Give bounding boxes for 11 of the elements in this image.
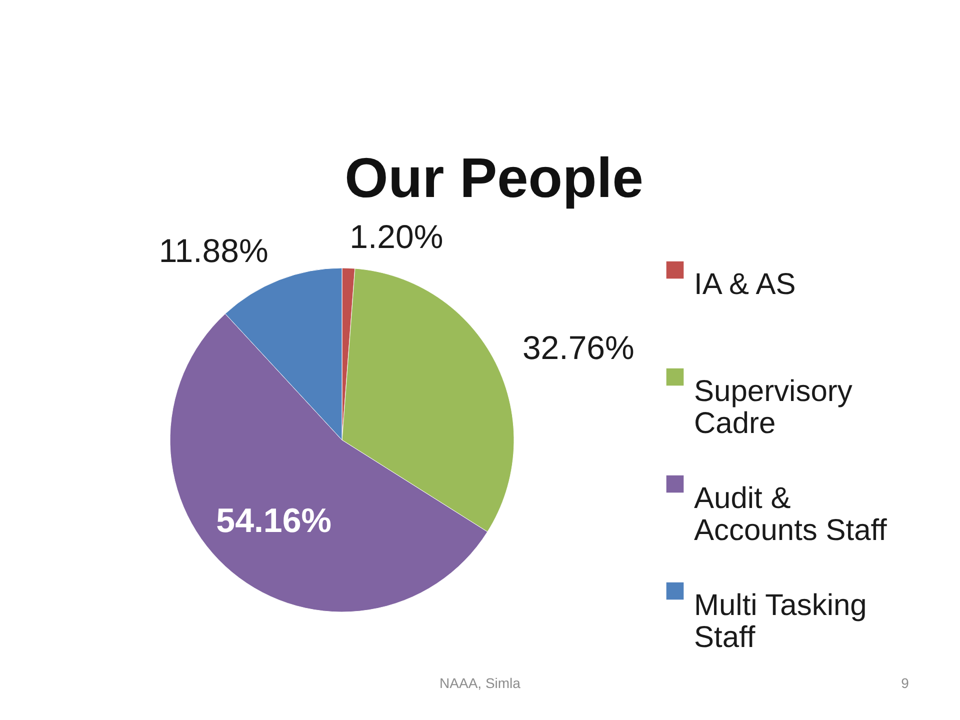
text: NAAA, Simla <box>440 675 521 691</box>
legend-label: IA & AS <box>694 268 796 301</box>
chart-title: Our People <box>344 146 644 209</box>
legend-label: Supervisory Cadre <box>694 375 852 440</box>
legend-label: Audit & Accounts Staff <box>694 482 888 547</box>
data-label: 1.20% <box>350 218 444 256</box>
data-label: 32.76% <box>522 329 634 366</box>
data-label: 54.16% <box>216 502 332 540</box>
text: 9 <box>901 675 910 691</box>
legend-label: Multi Tasking Staff <box>694 589 867 654</box>
data-label: 11.88% <box>158 232 268 269</box>
